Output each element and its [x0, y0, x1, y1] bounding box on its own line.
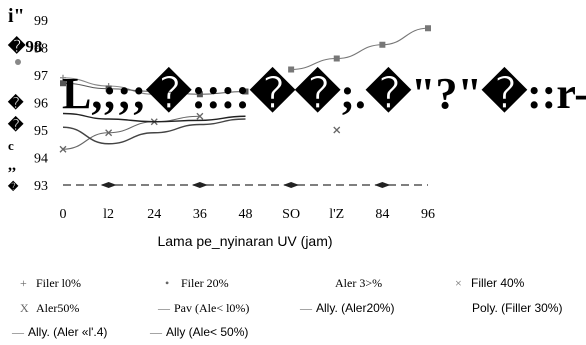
legend-label: Pav (Ale< l0%) [174, 301, 249, 315]
series-marker [196, 91, 203, 98]
x-tick-label: 0 [60, 207, 67, 222]
series-marker [425, 25, 431, 32]
y-tick-label: 96 [34, 97, 48, 112]
legend-label: Aler 3>% [335, 276, 382, 290]
overlay-text: L,;;;�::::��;.�"?"�::r-:::r;7 [62, 66, 586, 118]
x-tick-label: 48 [239, 207, 253, 222]
legend-marker: + [20, 276, 27, 290]
x-tick-label: 96 [421, 207, 435, 222]
legend-label: Ally. (Aler20%) [316, 301, 394, 315]
x-tick-label: 24 [147, 207, 161, 222]
left-garble-glyph: � [7, 115, 24, 134]
legend: + Filer l0% • Filer 20% Aler 3>% × Filler 40% X… [11, 276, 562, 339]
x-axis-ticks: 0 l2 24 36 48 SO l'Z 84 96 [60, 207, 436, 222]
series-marker [283, 182, 300, 188]
y-tick-label: 94 [34, 152, 48, 167]
left-garble-glyph: � [7, 93, 24, 112]
series-marker [59, 145, 67, 153]
left-garble-dot [15, 59, 21, 65]
x-axis-title: Lama pe_nyinaran UV (jam) [157, 233, 332, 249]
x-tick-label: l2 [103, 207, 114, 222]
series-marker [374, 182, 391, 188]
legend-label: Poly. (Filler 30%) [472, 301, 562, 315]
legend-marker: — [149, 325, 163, 339]
left-garble: i" �98 � � c,, � [7, 5, 42, 193]
series-line [62, 115, 200, 150]
series-marker [60, 80, 66, 87]
series-marker [191, 182, 208, 188]
y-tick-label: 99 [34, 14, 48, 29]
series-marker [105, 85, 112, 92]
series-line [62, 112, 246, 123]
x-tick-label: 84 [375, 207, 389, 222]
legend-label: Filler 40% [471, 276, 525, 290]
series-marker [242, 88, 249, 95]
legend-marker: — [299, 301, 313, 315]
legend-marker: — [157, 301, 171, 315]
y-tick-label: 95 [34, 124, 48, 139]
left-garble-glyph: c [8, 138, 14, 153]
series-marker [379, 41, 386, 48]
x-tick-label: 36 [193, 207, 207, 222]
series-line [62, 118, 246, 145]
legend-label: Filer 20% [181, 276, 229, 290]
series-marker [288, 66, 295, 73]
left-garble-glyph: ,, [8, 157, 16, 174]
series-marker [196, 112, 204, 120]
legend-label: Filer l0% [36, 276, 81, 290]
series-group [59, 25, 431, 188]
legend-label: Aler50% [36, 301, 79, 315]
series-marker [151, 88, 158, 95]
series-marker [100, 182, 117, 188]
left-garble-glyph: i" [8, 5, 25, 27]
series-marker [333, 126, 341, 134]
legend-marker: — [11, 325, 25, 339]
y-tick-label: 97 [34, 69, 48, 84]
y-tick-label: 93 [34, 179, 48, 194]
series-line [291, 27, 429, 71]
left-garble-glyph: � [7, 180, 19, 193]
legend-marker: × [455, 276, 462, 290]
legend-marker: • [165, 276, 169, 290]
x-tick-label: l'Z [329, 207, 344, 222]
x-tick-label: SO [282, 207, 300, 222]
y-axis-ticks: 93 94 95 96 97 98 99 [34, 14, 48, 194]
legend-label: Ally. (Aler «l'.4) [28, 325, 107, 339]
legend-label: Ally (Ale< 50%) [166, 325, 248, 339]
y-tick-label: 98 [34, 42, 48, 57]
series-marker [60, 74, 66, 81]
left-garble-glyph: �98 [7, 36, 42, 56]
legend-marker: X [20, 301, 29, 315]
series-marker [105, 129, 113, 137]
series-marker [333, 55, 340, 62]
